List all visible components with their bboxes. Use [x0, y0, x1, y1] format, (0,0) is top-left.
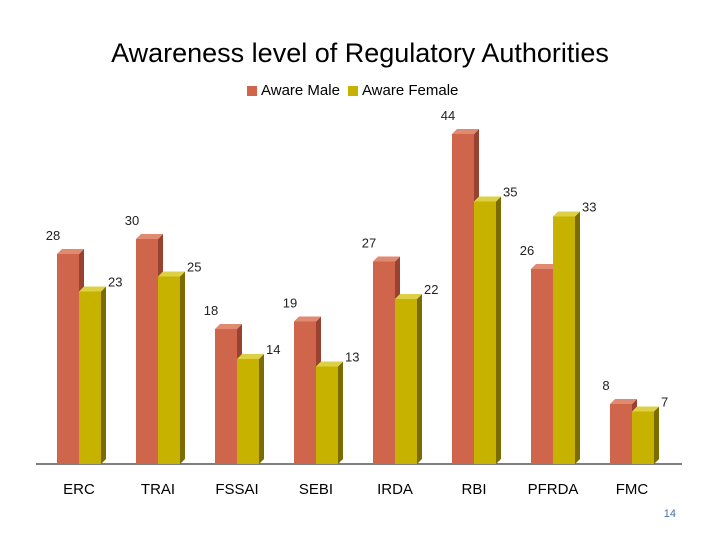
legend-swatch-female	[347, 85, 358, 96]
bar-top-female-trai	[158, 271, 185, 277]
bar-top-male-erc	[57, 249, 84, 254]
bar-top-male-fssai	[215, 324, 242, 329]
bar-side-female-erc	[101, 286, 106, 464]
category-label-trai: TRAI	[141, 481, 175, 498]
bar-top-male-fmc	[610, 399, 637, 404]
bar-side-female-sebi	[338, 361, 343, 464]
value-label-male-trai: 30	[125, 213, 139, 228]
bar-top-male-trai	[136, 234, 163, 239]
bar-top-male-pfrda	[531, 264, 558, 269]
legend-item-female: Aware Female	[347, 82, 459, 99]
value-label-male-sebi: 19	[283, 296, 297, 311]
category-label-pfrda: PFRDA	[528, 481, 579, 498]
value-label-female-erc: 23	[108, 275, 122, 290]
bar-top-male-irda	[373, 256, 400, 262]
bar-top-female-rbi	[474, 196, 501, 202]
bar-male-rbi	[452, 134, 474, 464]
bar-top-female-irda	[395, 294, 422, 299]
bar-side-female-fssai	[259, 354, 264, 464]
value-label-male-fssai: 18	[204, 303, 218, 318]
bar-female-erc	[79, 291, 101, 464]
bar-top-female-erc	[79, 286, 106, 292]
bar-male-trai	[136, 239, 158, 464]
legend-label-female: Aware Female	[361, 82, 459, 99]
category-label-sebi: SEBI	[299, 481, 333, 498]
chart-title: Awareness level of Regulatory Authoritie…	[111, 38, 609, 68]
bar-side-female-trai	[180, 271, 185, 464]
bar-side-female-fmc	[654, 406, 659, 464]
bar-top-male-rbi	[452, 129, 479, 134]
value-label-male-irda: 27	[362, 236, 376, 251]
bar-female-pfrda	[553, 216, 575, 464]
category-label-fssai: FSSAI	[215, 481, 258, 498]
value-label-female-fssai: 14	[266, 342, 280, 357]
legend-label-male: Aware Male	[261, 82, 340, 99]
page-number: 14	[663, 508, 676, 520]
bar-male-erc	[57, 254, 79, 464]
value-label-female-irda: 22	[424, 282, 438, 297]
value-label-male-rbi: 44	[441, 108, 455, 123]
bar-top-female-fmc	[632, 406, 659, 412]
value-label-male-pfrda: 26	[520, 243, 534, 258]
bar-female-sebi	[316, 366, 338, 464]
bar-male-fmc	[610, 404, 632, 464]
legend-item-male: Aware Male	[247, 82, 340, 99]
bar-female-trai	[158, 276, 180, 464]
bar-male-irda	[373, 261, 395, 464]
legend-swatch-male	[247, 85, 257, 96]
bar-male-sebi	[294, 321, 316, 464]
category-label-erc: ERC	[63, 481, 95, 498]
category-label-rbi: RBI	[461, 481, 486, 498]
bar-top-female-pfrda	[553, 211, 580, 217]
value-label-female-sebi: 13	[345, 350, 359, 365]
bar-male-fssai	[215, 329, 237, 464]
bar-male-pfrda	[531, 269, 553, 464]
bar-female-fssai	[237, 359, 259, 464]
legend: Aware Male Aware Female	[247, 82, 466, 99]
value-label-female-pfrda: 33	[582, 200, 596, 215]
bar-side-female-pfrda	[575, 211, 580, 464]
value-label-male-erc: 28	[46, 228, 60, 243]
value-label-male-fmc: 8	[602, 378, 609, 393]
bar-top-female-fssai	[237, 354, 264, 359]
value-label-female-trai: 25	[187, 260, 201, 275]
bar-top-female-sebi	[316, 361, 343, 367]
bar-side-female-irda	[417, 294, 422, 464]
bar-female-fmc	[632, 411, 654, 464]
bar-female-irda	[395, 299, 417, 464]
bar-top-male-sebi	[294, 316, 321, 322]
bar-female-rbi	[474, 201, 496, 464]
category-label-irda: IRDA	[377, 481, 413, 498]
value-label-female-fmc: 7	[661, 395, 668, 410]
value-label-female-rbi: 35	[503, 185, 517, 200]
bar-side-female-rbi	[496, 196, 501, 464]
category-label-fmc: FMC	[616, 481, 649, 498]
